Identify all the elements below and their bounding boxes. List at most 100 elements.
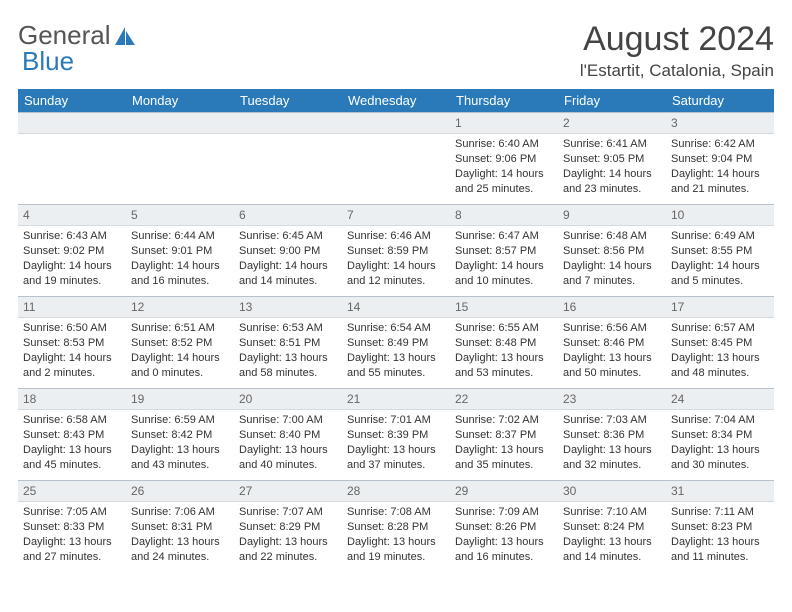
day-details: Sunrise: 7:07 AMSunset: 8:29 PMDaylight:…	[234, 502, 342, 566]
sunset-text: Sunset: 8:31 PM	[131, 520, 229, 535]
day-number: 12	[126, 296, 234, 318]
daylight-text: Daylight: 13 hours and 35 minutes.	[455, 443, 553, 473]
day-details: Sunrise: 6:40 AMSunset: 9:06 PMDaylight:…	[450, 134, 558, 198]
day-details: Sunrise: 6:51 AMSunset: 8:52 PMDaylight:…	[126, 318, 234, 382]
day-number: 4	[18, 204, 126, 226]
day-details: Sunrise: 6:48 AMSunset: 8:56 PMDaylight:…	[558, 226, 666, 290]
calendar-cell: 12Sunrise: 6:51 AMSunset: 8:52 PMDayligh…	[126, 296, 234, 388]
daylight-text: Daylight: 13 hours and 32 minutes.	[563, 443, 661, 473]
calendar-cell: 3Sunrise: 6:42 AMSunset: 9:04 PMDaylight…	[666, 112, 774, 204]
calendar-cell: 7Sunrise: 6:46 AMSunset: 8:59 PMDaylight…	[342, 204, 450, 296]
day-details: Sunrise: 6:50 AMSunset: 8:53 PMDaylight:…	[18, 318, 126, 382]
calendar-cell: 25Sunrise: 7:05 AMSunset: 8:33 PMDayligh…	[18, 480, 126, 572]
sunset-text: Sunset: 9:01 PM	[131, 244, 229, 259]
sunset-text: Sunset: 8:43 PM	[23, 428, 121, 443]
day-number: 16	[558, 296, 666, 318]
sunset-text: Sunset: 8:59 PM	[347, 244, 445, 259]
day-details: Sunrise: 7:11 AMSunset: 8:23 PMDaylight:…	[666, 502, 774, 566]
sunrise-text: Sunrise: 7:08 AM	[347, 505, 445, 520]
sunrise-text: Sunrise: 7:05 AM	[23, 505, 121, 520]
calendar-row: 1Sunrise: 6:40 AMSunset: 9:06 PMDaylight…	[18, 112, 774, 204]
sunrise-text: Sunrise: 6:56 AM	[563, 321, 661, 336]
day-details: Sunrise: 6:47 AMSunset: 8:57 PMDaylight:…	[450, 226, 558, 290]
calendar-cell: 24Sunrise: 7:04 AMSunset: 8:34 PMDayligh…	[666, 388, 774, 480]
calendar-cell	[234, 112, 342, 204]
day-number: 5	[126, 204, 234, 226]
day-details: Sunrise: 7:05 AMSunset: 8:33 PMDaylight:…	[18, 502, 126, 566]
day-details: Sunrise: 6:57 AMSunset: 8:45 PMDaylight:…	[666, 318, 774, 382]
day-details	[18, 134, 126, 139]
sunrise-text: Sunrise: 6:44 AM	[131, 229, 229, 244]
daylight-text: Daylight: 14 hours and 21 minutes.	[671, 167, 769, 197]
calendar-cell	[126, 112, 234, 204]
calendar-cell: 14Sunrise: 6:54 AMSunset: 8:49 PMDayligh…	[342, 296, 450, 388]
day-number: 27	[234, 480, 342, 502]
calendar-cell: 16Sunrise: 6:56 AMSunset: 8:46 PMDayligh…	[558, 296, 666, 388]
daylight-text: Daylight: 14 hours and 12 minutes.	[347, 259, 445, 289]
sunset-text: Sunset: 9:06 PM	[455, 152, 553, 167]
daylight-text: Daylight: 13 hours and 50 minutes.	[563, 351, 661, 381]
location: l'Estartit, Catalonia, Spain	[580, 61, 774, 81]
sunset-text: Sunset: 8:52 PM	[131, 336, 229, 351]
day-number: 7	[342, 204, 450, 226]
calendar-cell: 11Sunrise: 6:50 AMSunset: 8:53 PMDayligh…	[18, 296, 126, 388]
brand-part2: Blue	[22, 46, 74, 77]
calendar-row: 18Sunrise: 6:58 AMSunset: 8:43 PMDayligh…	[18, 388, 774, 480]
calendar-cell: 20Sunrise: 7:00 AMSunset: 8:40 PMDayligh…	[234, 388, 342, 480]
daylight-text: Daylight: 14 hours and 0 minutes.	[131, 351, 229, 381]
day-details: Sunrise: 6:45 AMSunset: 9:00 PMDaylight:…	[234, 226, 342, 290]
sunset-text: Sunset: 8:49 PM	[347, 336, 445, 351]
calendar-cell: 4Sunrise: 6:43 AMSunset: 9:02 PMDaylight…	[18, 204, 126, 296]
sunrise-text: Sunrise: 7:11 AM	[671, 505, 769, 520]
day-number: 29	[450, 480, 558, 502]
calendar-cell: 1Sunrise: 6:40 AMSunset: 9:06 PMDaylight…	[450, 112, 558, 204]
day-number: 17	[666, 296, 774, 318]
calendar-cell: 8Sunrise: 6:47 AMSunset: 8:57 PMDaylight…	[450, 204, 558, 296]
sunset-text: Sunset: 8:57 PM	[455, 244, 553, 259]
daylight-text: Daylight: 14 hours and 10 minutes.	[455, 259, 553, 289]
day-number: 11	[18, 296, 126, 318]
sunset-text: Sunset: 8:53 PM	[23, 336, 121, 351]
daylight-text: Daylight: 13 hours and 48 minutes.	[671, 351, 769, 381]
sunset-text: Sunset: 9:02 PM	[23, 244, 121, 259]
sunset-text: Sunset: 8:33 PM	[23, 520, 121, 535]
sunset-text: Sunset: 8:39 PM	[347, 428, 445, 443]
sunrise-text: Sunrise: 6:55 AM	[455, 321, 553, 336]
day-number: 31	[666, 480, 774, 502]
daylight-text: Daylight: 13 hours and 19 minutes.	[347, 535, 445, 565]
weekday-header: Sunday	[18, 89, 126, 112]
calendar-cell: 22Sunrise: 7:02 AMSunset: 8:37 PMDayligh…	[450, 388, 558, 480]
day-number: 10	[666, 204, 774, 226]
calendar-cell: 9Sunrise: 6:48 AMSunset: 8:56 PMDaylight…	[558, 204, 666, 296]
calendar-cell: 30Sunrise: 7:10 AMSunset: 8:24 PMDayligh…	[558, 480, 666, 572]
daylight-text: Daylight: 13 hours and 24 minutes.	[131, 535, 229, 565]
daylight-text: Daylight: 13 hours and 40 minutes.	[239, 443, 337, 473]
sunrise-text: Sunrise: 6:54 AM	[347, 321, 445, 336]
day-number: 22	[450, 388, 558, 410]
calendar-row: 11Sunrise: 6:50 AMSunset: 8:53 PMDayligh…	[18, 296, 774, 388]
daylight-text: Daylight: 13 hours and 45 minutes.	[23, 443, 121, 473]
sunset-text: Sunset: 8:34 PM	[671, 428, 769, 443]
calendar-cell: 5Sunrise: 6:44 AMSunset: 9:01 PMDaylight…	[126, 204, 234, 296]
sunset-text: Sunset: 8:36 PM	[563, 428, 661, 443]
daylight-text: Daylight: 14 hours and 25 minutes.	[455, 167, 553, 197]
sunset-text: Sunset: 8:23 PM	[671, 520, 769, 535]
daylight-text: Daylight: 13 hours and 43 minutes.	[131, 443, 229, 473]
weekday-header-row: Sunday Monday Tuesday Wednesday Thursday…	[18, 89, 774, 112]
weekday-header: Monday	[126, 89, 234, 112]
sunrise-text: Sunrise: 7:07 AM	[239, 505, 337, 520]
day-number	[342, 112, 450, 134]
day-number: 9	[558, 204, 666, 226]
weekday-header: Friday	[558, 89, 666, 112]
day-details	[342, 134, 450, 139]
calendar-cell: 17Sunrise: 6:57 AMSunset: 8:45 PMDayligh…	[666, 296, 774, 388]
calendar-cell: 21Sunrise: 7:01 AMSunset: 8:39 PMDayligh…	[342, 388, 450, 480]
daylight-text: Daylight: 13 hours and 11 minutes.	[671, 535, 769, 565]
daylight-text: Daylight: 13 hours and 37 minutes.	[347, 443, 445, 473]
sunset-text: Sunset: 9:00 PM	[239, 244, 337, 259]
day-number	[18, 112, 126, 134]
sunrise-text: Sunrise: 7:06 AM	[131, 505, 229, 520]
calendar-table: Sunday Monday Tuesday Wednesday Thursday…	[18, 89, 774, 572]
sunrise-text: Sunrise: 7:01 AM	[347, 413, 445, 428]
sunset-text: Sunset: 8:37 PM	[455, 428, 553, 443]
